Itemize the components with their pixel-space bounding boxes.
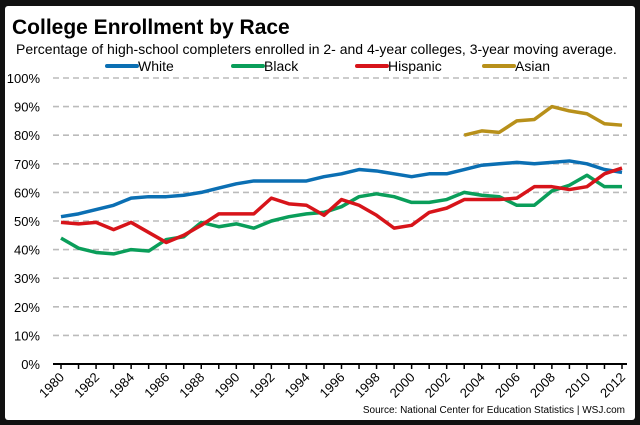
legend-label-asian: Asian [515,58,550,74]
legend-label-hispanic: Hispanic [388,58,442,74]
x-axis: 1980 1982 1984 1986 1988 1990 1992 1994 1996 1998… [36,363,628,401]
x-tick-label: 2002 [422,370,453,401]
series-line-white [60,159,623,219]
y-tick-label: 10% [14,328,40,343]
series-lines [60,104,623,256]
y-tick-label: 70% [14,157,40,172]
x-tick-label: 1982 [71,370,102,401]
y-tick-label: 50% [14,214,40,229]
x-tick-label: 2004 [457,370,488,401]
x-tick-label: 1980 [36,370,67,401]
y-tick-label: 90% [14,100,40,115]
series-line-hispanic [60,166,623,245]
y-axis: 0% 10% 20% 30% 40% 50% 60% 70% 80% 90% 100% [7,71,41,372]
x-tick-label: 2008 [527,370,558,401]
x-tick-label: 1996 [317,370,348,401]
series-line-black [60,173,622,256]
y-tick-label: 80% [14,128,40,143]
x-tick-label: 1984 [106,370,137,401]
y-tick-label: 0% [21,357,40,372]
y-tick-label: 60% [14,185,40,200]
x-tick-label: 1994 [282,370,313,401]
x-tick-label: 2012 [597,370,628,401]
x-tick-label: 2006 [492,370,523,401]
x-tick-label: 2010 [562,370,593,401]
x-tick-label: 1988 [176,370,207,401]
chart-subtitle: Percentage of high-school completers enr… [16,41,617,57]
legend: White Black Hispanic Asian [105,58,550,74]
legend-label-white: White [138,58,174,74]
y-tick-label: 100% [7,71,41,86]
y-tick-label: 30% [14,271,40,286]
chart-title: College Enrollment by Race [12,16,290,39]
legend-label-black: Black [264,58,299,74]
x-tick-label: 1990 [211,370,242,401]
x-tick-label: 2000 [387,370,418,401]
x-tick-label: 1998 [352,370,383,401]
x-tick-label: 1986 [141,370,172,401]
series-line-asian [463,104,623,137]
y-tick-label: 20% [14,300,40,315]
x-tick-label: 1992 [246,370,277,401]
source-note: Source: National Center for Education St… [363,405,625,416]
y-tick-label: 40% [14,243,40,258]
